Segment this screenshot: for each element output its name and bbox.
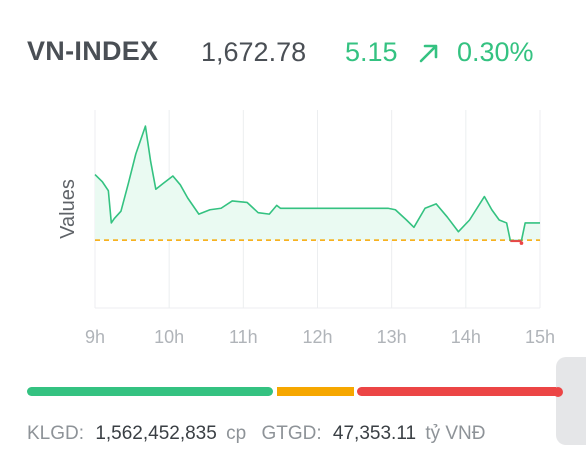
turnover-label: GTGD: (261, 423, 322, 444)
arrow-up-right-icon (419, 44, 438, 63)
trading-summary: KLGD: 1,562,452,835 cp GTGD: 47,353.11 t… (27, 423, 486, 445)
x-tick-label: 15h (525, 327, 555, 347)
series-line (94, 125, 540, 242)
volume-unit: cp (226, 423, 247, 444)
intraday-chart: 9h 10h 11h 12h 13h 14h 15h Values (57, 110, 555, 347)
index-name: VN-INDEX (27, 36, 159, 66)
x-tick-label: 9h (85, 327, 105, 347)
down-point (519, 241, 524, 245)
index-change: 5.15 (345, 37, 398, 67)
x-tick-label: 14h (451, 327, 481, 347)
x-tick-label: 11h (229, 327, 258, 347)
breadth-up-bar (27, 387, 273, 396)
x-tick-label: 12h (302, 327, 332, 347)
market-breadth-bar (27, 387, 561, 396)
side-scroll-tab[interactable] (556, 357, 586, 445)
volume-label: KLGD: (27, 423, 85, 444)
breadth-flat-bar (277, 387, 354, 396)
y-axis-label: Values (57, 179, 79, 239)
volume-value: 1,562,452,835 (95, 423, 217, 444)
turnover-unit: tỷ VNĐ (425, 423, 486, 444)
x-tick-label: 10h (154, 327, 184, 347)
index-value: 1,672.78 (201, 37, 307, 67)
breadth-end-dot (553, 387, 563, 397)
index-change-percent: 0.30% (457, 37, 534, 67)
turnover-value: 47,353.11 (332, 423, 417, 444)
index-header: VN-INDEX 1,672.78 5.15 0.30% (27, 36, 567, 76)
breadth-down-bar (357, 387, 561, 396)
x-tick-label: 13h (377, 327, 407, 347)
